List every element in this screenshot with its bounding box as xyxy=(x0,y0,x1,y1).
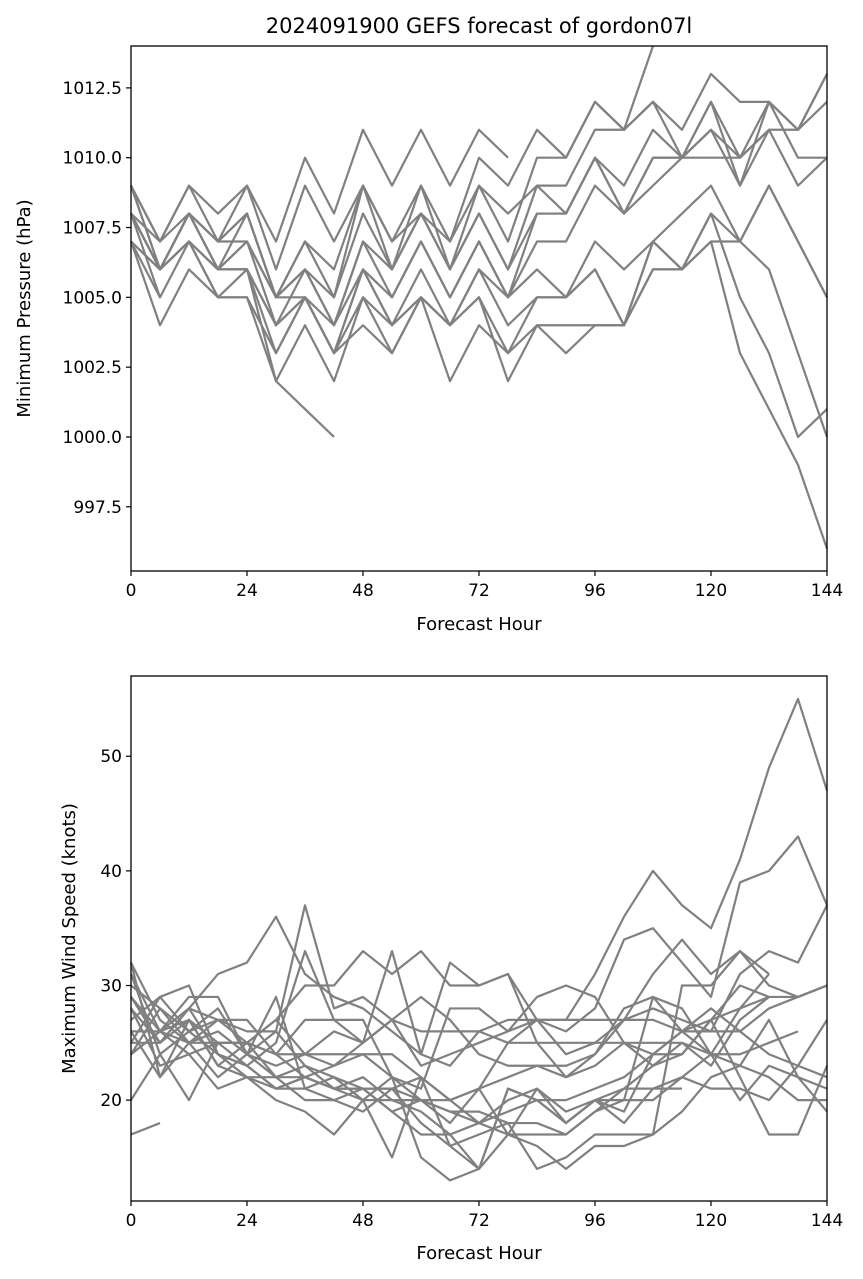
pressure-series-12 xyxy=(130,213,335,438)
wind-series-15 xyxy=(130,950,770,1170)
wind-series-line xyxy=(129,962,682,1136)
pressure-x-tick-label: 48 xyxy=(352,581,374,601)
pressure-chart: 2024091900 GEFS forecast of gordon07l 0 2… xyxy=(14,14,843,635)
pressure-series-line xyxy=(129,184,828,355)
wind-x-tick-label: 0 xyxy=(126,1211,137,1231)
wind-series-18 xyxy=(129,962,682,1136)
pressure-x-tick-label: 144 xyxy=(811,581,843,601)
pressure-y-axis-label: Minimum Pressure (hPa) xyxy=(14,199,35,417)
wind-series-line xyxy=(130,904,828,1067)
wind-series-line xyxy=(130,950,770,1170)
wind-x-axis-label: Forecast Hour xyxy=(416,1243,542,1264)
wind-y-tick-label: 40 xyxy=(100,862,122,882)
pressure-x-tick-label: 72 xyxy=(468,581,490,601)
wind-x-tick-label: 48 xyxy=(352,1211,374,1231)
wind-y-axis-label: Maximum Wind Speed (knots) xyxy=(59,803,80,1074)
pressure-tick-layer: 0 24 48 72 96 120 144 997.5 1000.0 1002.5 1005.0 10… xyxy=(63,79,844,601)
pressure-series-15 xyxy=(129,184,828,355)
wind-y-tick-label: 30 xyxy=(100,976,122,996)
wind-series-line xyxy=(129,973,770,1136)
pressure-x-tick-label: 120 xyxy=(695,581,727,601)
pressure-y-tick-label: 997.5 xyxy=(73,498,122,518)
chart-title: 2024091900 GEFS forecast of gordon07l xyxy=(266,14,693,38)
pressure-series-line xyxy=(130,240,161,298)
pressure-series-line xyxy=(130,128,509,243)
wind-series-line xyxy=(130,1122,161,1136)
wind-x-tick-label: 24 xyxy=(236,1211,258,1231)
pressure-y-tick-label: 1007.5 xyxy=(63,219,122,239)
pressure-series-13 xyxy=(130,240,161,298)
wind-series-19 xyxy=(129,973,770,1136)
wind-series-line xyxy=(130,984,828,1182)
wind-tick-layer: 0 24 48 72 96 120 144 20 30 40 50 xyxy=(100,747,843,1231)
pressure-series-line xyxy=(130,213,335,438)
pressure-y-tick-label: 1002.5 xyxy=(63,358,122,378)
wind-series-16 xyxy=(130,1122,161,1136)
wind-y-tick-label: 20 xyxy=(100,1091,122,1111)
pressure-x-tick-label: 24 xyxy=(236,581,258,601)
pressure-series-layer xyxy=(129,45,829,550)
wind-chart: 0 24 48 72 96 120 144 20 30 40 50 Forecast Hour Ma… xyxy=(59,675,843,1264)
wind-x-tick-label: 144 xyxy=(811,1211,843,1231)
wind-series-layer xyxy=(129,697,829,1182)
wind-x-tick-label: 96 xyxy=(584,1211,606,1231)
pressure-x-tick-label: 96 xyxy=(584,581,606,601)
pressure-y-tick-label: 1005.0 xyxy=(63,288,122,308)
pressure-x-tick-label: 0 xyxy=(126,581,137,601)
pressure-y-tick-label: 1010.0 xyxy=(63,149,122,169)
wind-series-17 xyxy=(130,984,828,1182)
wind-series-3 xyxy=(130,904,828,1067)
pressure-y-tick-label: 1000.0 xyxy=(63,428,122,448)
pressure-x-axis-label: Forecast Hour xyxy=(416,614,542,635)
wind-y-tick-label: 50 xyxy=(100,747,122,767)
pressure-y-tick-label: 1012.5 xyxy=(63,79,122,99)
pressure-series-1 xyxy=(130,128,509,243)
wind-x-tick-label: 72 xyxy=(468,1211,490,1231)
wind-x-tick-label: 120 xyxy=(695,1211,727,1231)
